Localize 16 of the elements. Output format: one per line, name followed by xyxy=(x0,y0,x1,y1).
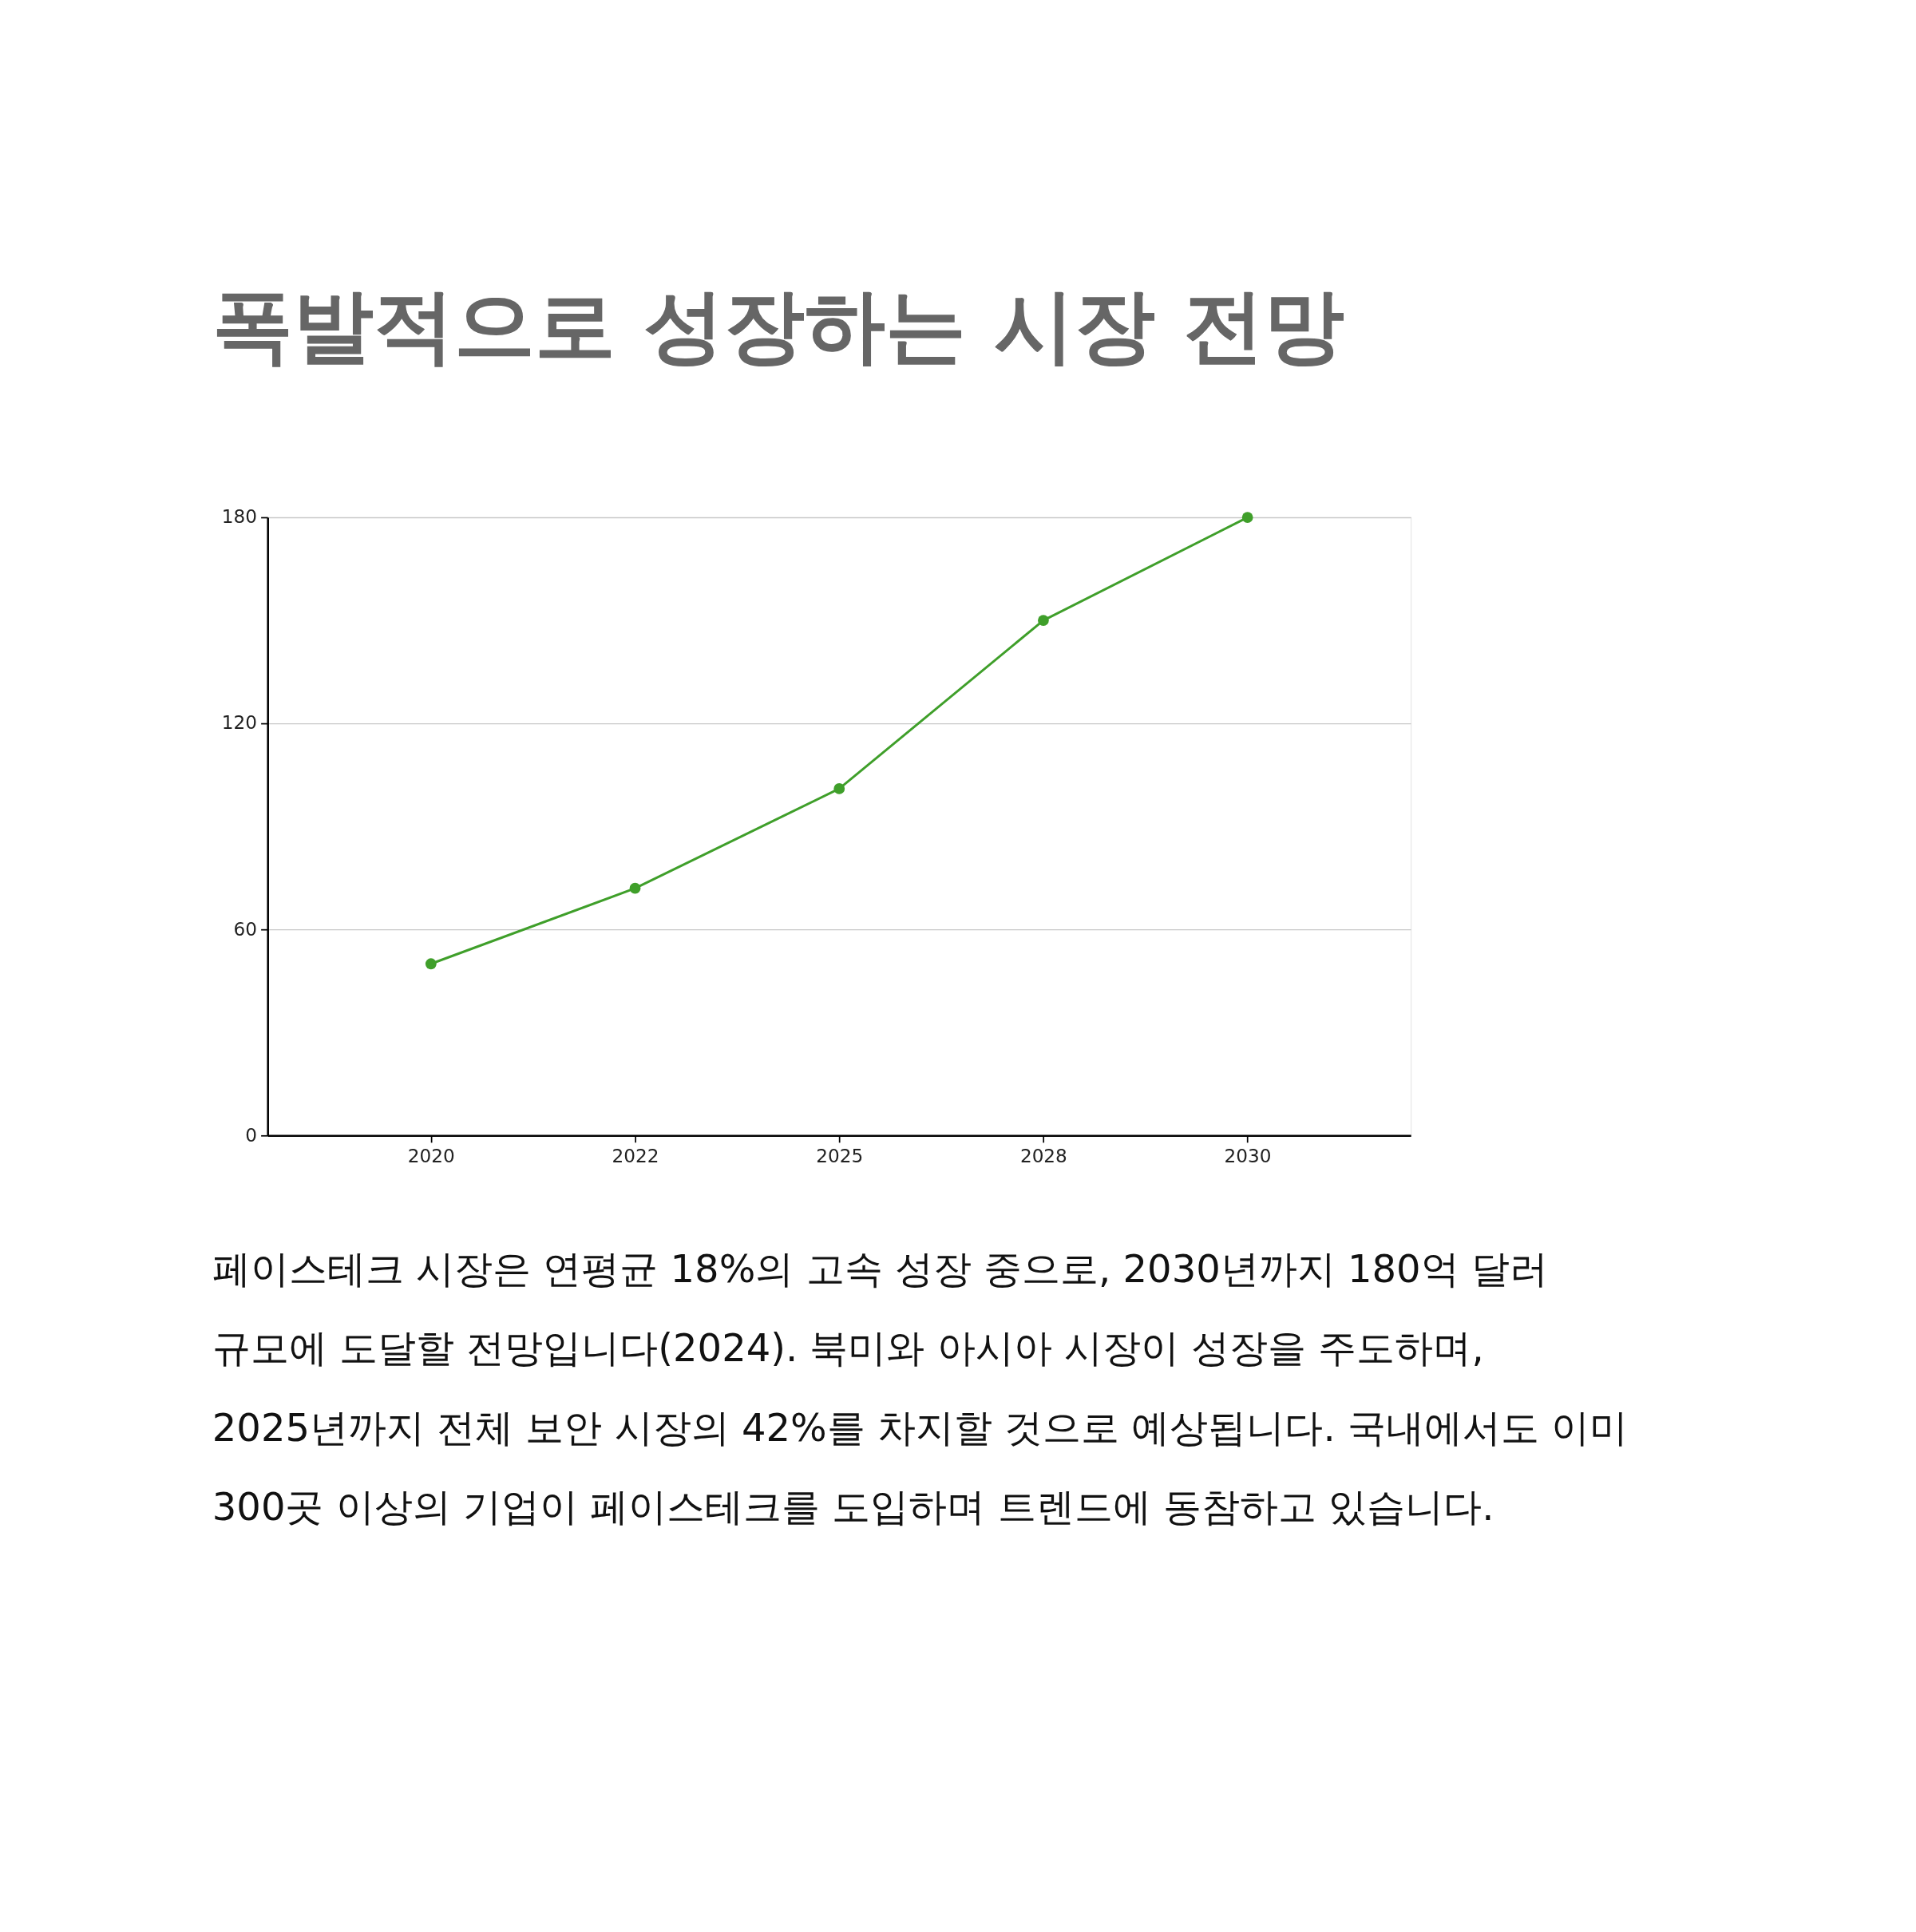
y-tick-label: 0 xyxy=(245,1124,257,1146)
x-tick-label: 2028 xyxy=(1019,1146,1067,1167)
text: 페이스테크 시장은 연평균 18%의 고속 성장 중으로, 2030년까지 180억 달러 규모에 도달할 전망입니다(2024). 북미와 아시아 시장이 성장을 주도하며, 2025년까지 전체 보안 시장의 42%를 차지할 것으로 예상됩니다. 국내에서도 이미 300곳 이상의 기업이 페이스테크를 도입하며 트렌드에 동참하고 있습니다. xyxy=(212,1245,1629,1530)
x-tick-label: 2030 xyxy=(1224,1146,1272,1167)
point xyxy=(629,882,641,894)
point xyxy=(425,958,437,970)
point xyxy=(1038,615,1049,627)
y-tick-label: 120 xyxy=(221,712,257,734)
point xyxy=(833,783,845,794)
y-tick-label: 60 xyxy=(233,918,257,940)
x-tick-label: 2022 xyxy=(612,1146,659,1167)
chart-title: 폭발적으로 성장하는 시장 전망 xyxy=(212,279,1345,374)
y-tick-label: 180 xyxy=(221,506,257,528)
point xyxy=(1241,512,1253,523)
x-tick-label: 2025 xyxy=(816,1146,864,1167)
x-tick-label: 2020 xyxy=(407,1146,455,1167)
